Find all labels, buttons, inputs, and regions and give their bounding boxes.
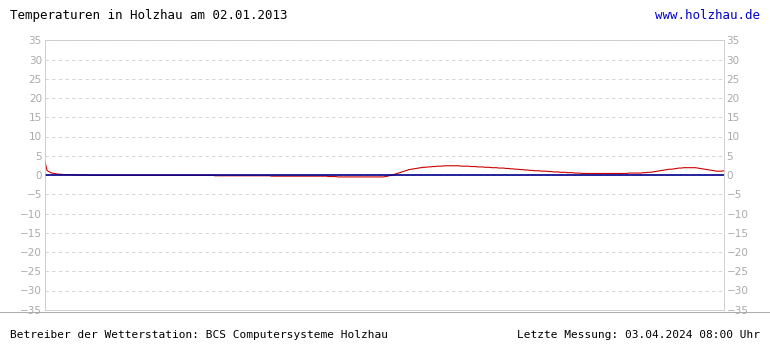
Text: Letzte Messung: 03.04.2024 08:00 Uhr: Letzte Messung: 03.04.2024 08:00 Uhr <box>517 330 760 340</box>
Text: Betreiber der Wetterstation: BCS Computersysteme Holzhau: Betreiber der Wetterstation: BCS Compute… <box>10 330 388 340</box>
Text: www.holzhau.de: www.holzhau.de <box>655 9 760 22</box>
Text: Temperaturen in Holzhau am 02.01.2013: Temperaturen in Holzhau am 02.01.2013 <box>10 9 287 22</box>
